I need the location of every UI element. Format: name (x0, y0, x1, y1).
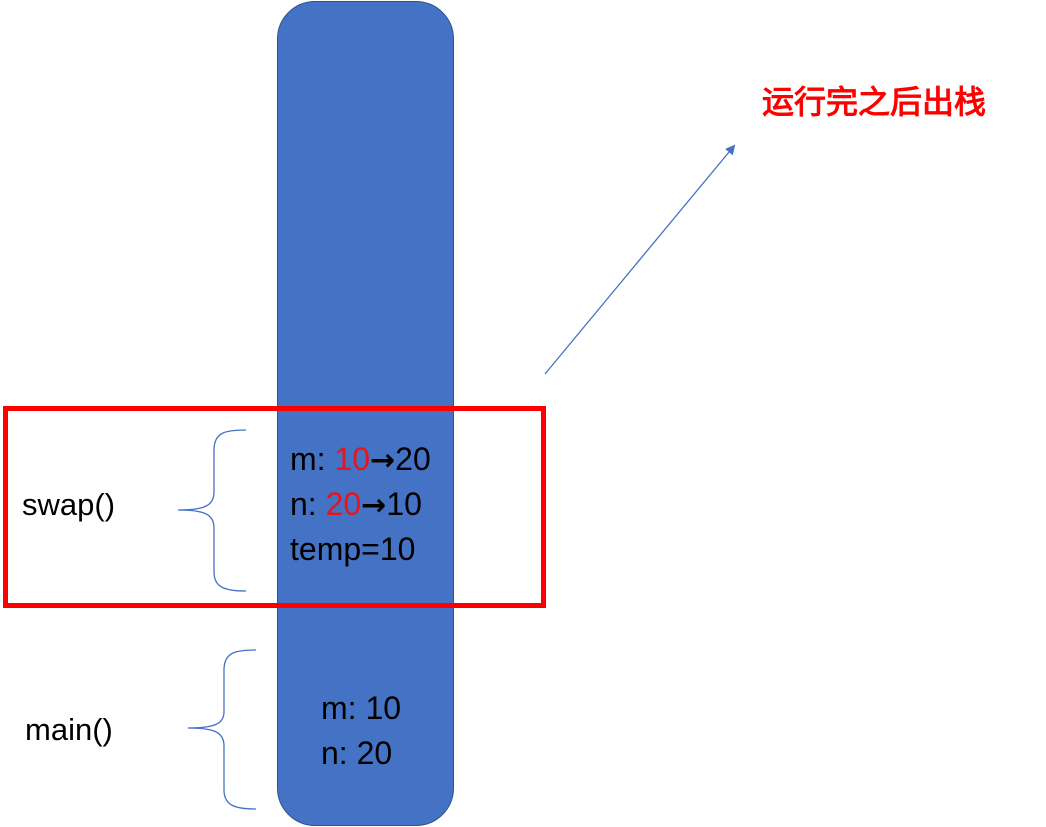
swap-var-n-new-value: 10 (386, 486, 422, 522)
main-var-m: m: 10 (321, 690, 402, 726)
swap-frame-brace (177, 429, 247, 592)
swap-var-temp: temp=10 (290, 531, 416, 567)
call-stack-column (277, 1, 454, 826)
swap-var-m: m: 10→20 (290, 440, 431, 480)
swap-var-m-old-value: 10 (334, 441, 371, 477)
pop-pointer-arrow (544, 144, 736, 375)
swap-var-n-change-arrow: → (361, 488, 387, 523)
swap-var-n-old-value: 20 (325, 486, 362, 522)
swap-frame-highlight-box (3, 406, 546, 608)
swap-var-m-change-arrow: → (370, 443, 396, 478)
pop-after-run-annotation: 运行完之后出栈 (762, 83, 987, 121)
swap-frame-label: swap() (22, 487, 116, 522)
main-var-n: n: 20 (321, 735, 393, 771)
main-frame-label: main() (25, 712, 113, 747)
main-frame-brace (187, 649, 257, 810)
swap-var-n-name: n: (290, 486, 326, 522)
swap-var-m-new-value: 20 (395, 441, 431, 477)
swap-var-m-name: m: (290, 441, 335, 477)
swap-var-n: n: 20→10 (290, 485, 422, 525)
